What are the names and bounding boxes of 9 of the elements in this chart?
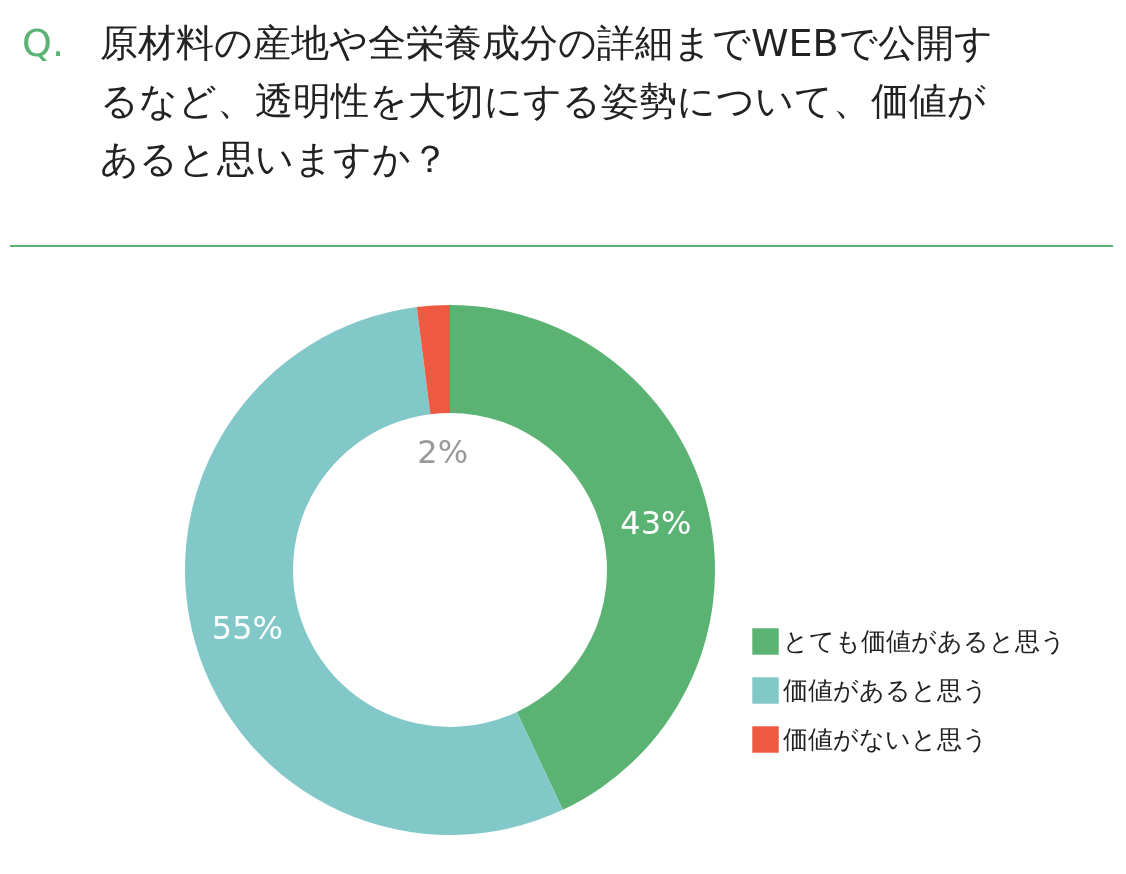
donut-slice (416, 305, 450, 415)
chart-title: Q. 原材料の産地や全栄養成分の詳細までWEBで公開するなど、透明性を大切にする姿勢について、価値があると思いますか？ (22, 20, 994, 183)
legend-label: 価値がないと思う (783, 724, 988, 754)
data-label: 55% (211, 608, 283, 647)
data-label: 43% (620, 503, 692, 542)
donut-slice (185, 307, 563, 835)
data-label: 2% (417, 433, 469, 472)
legend-label: とても価値があると思う (783, 626, 1066, 656)
legend-label: 価値があると思う (783, 675, 988, 705)
